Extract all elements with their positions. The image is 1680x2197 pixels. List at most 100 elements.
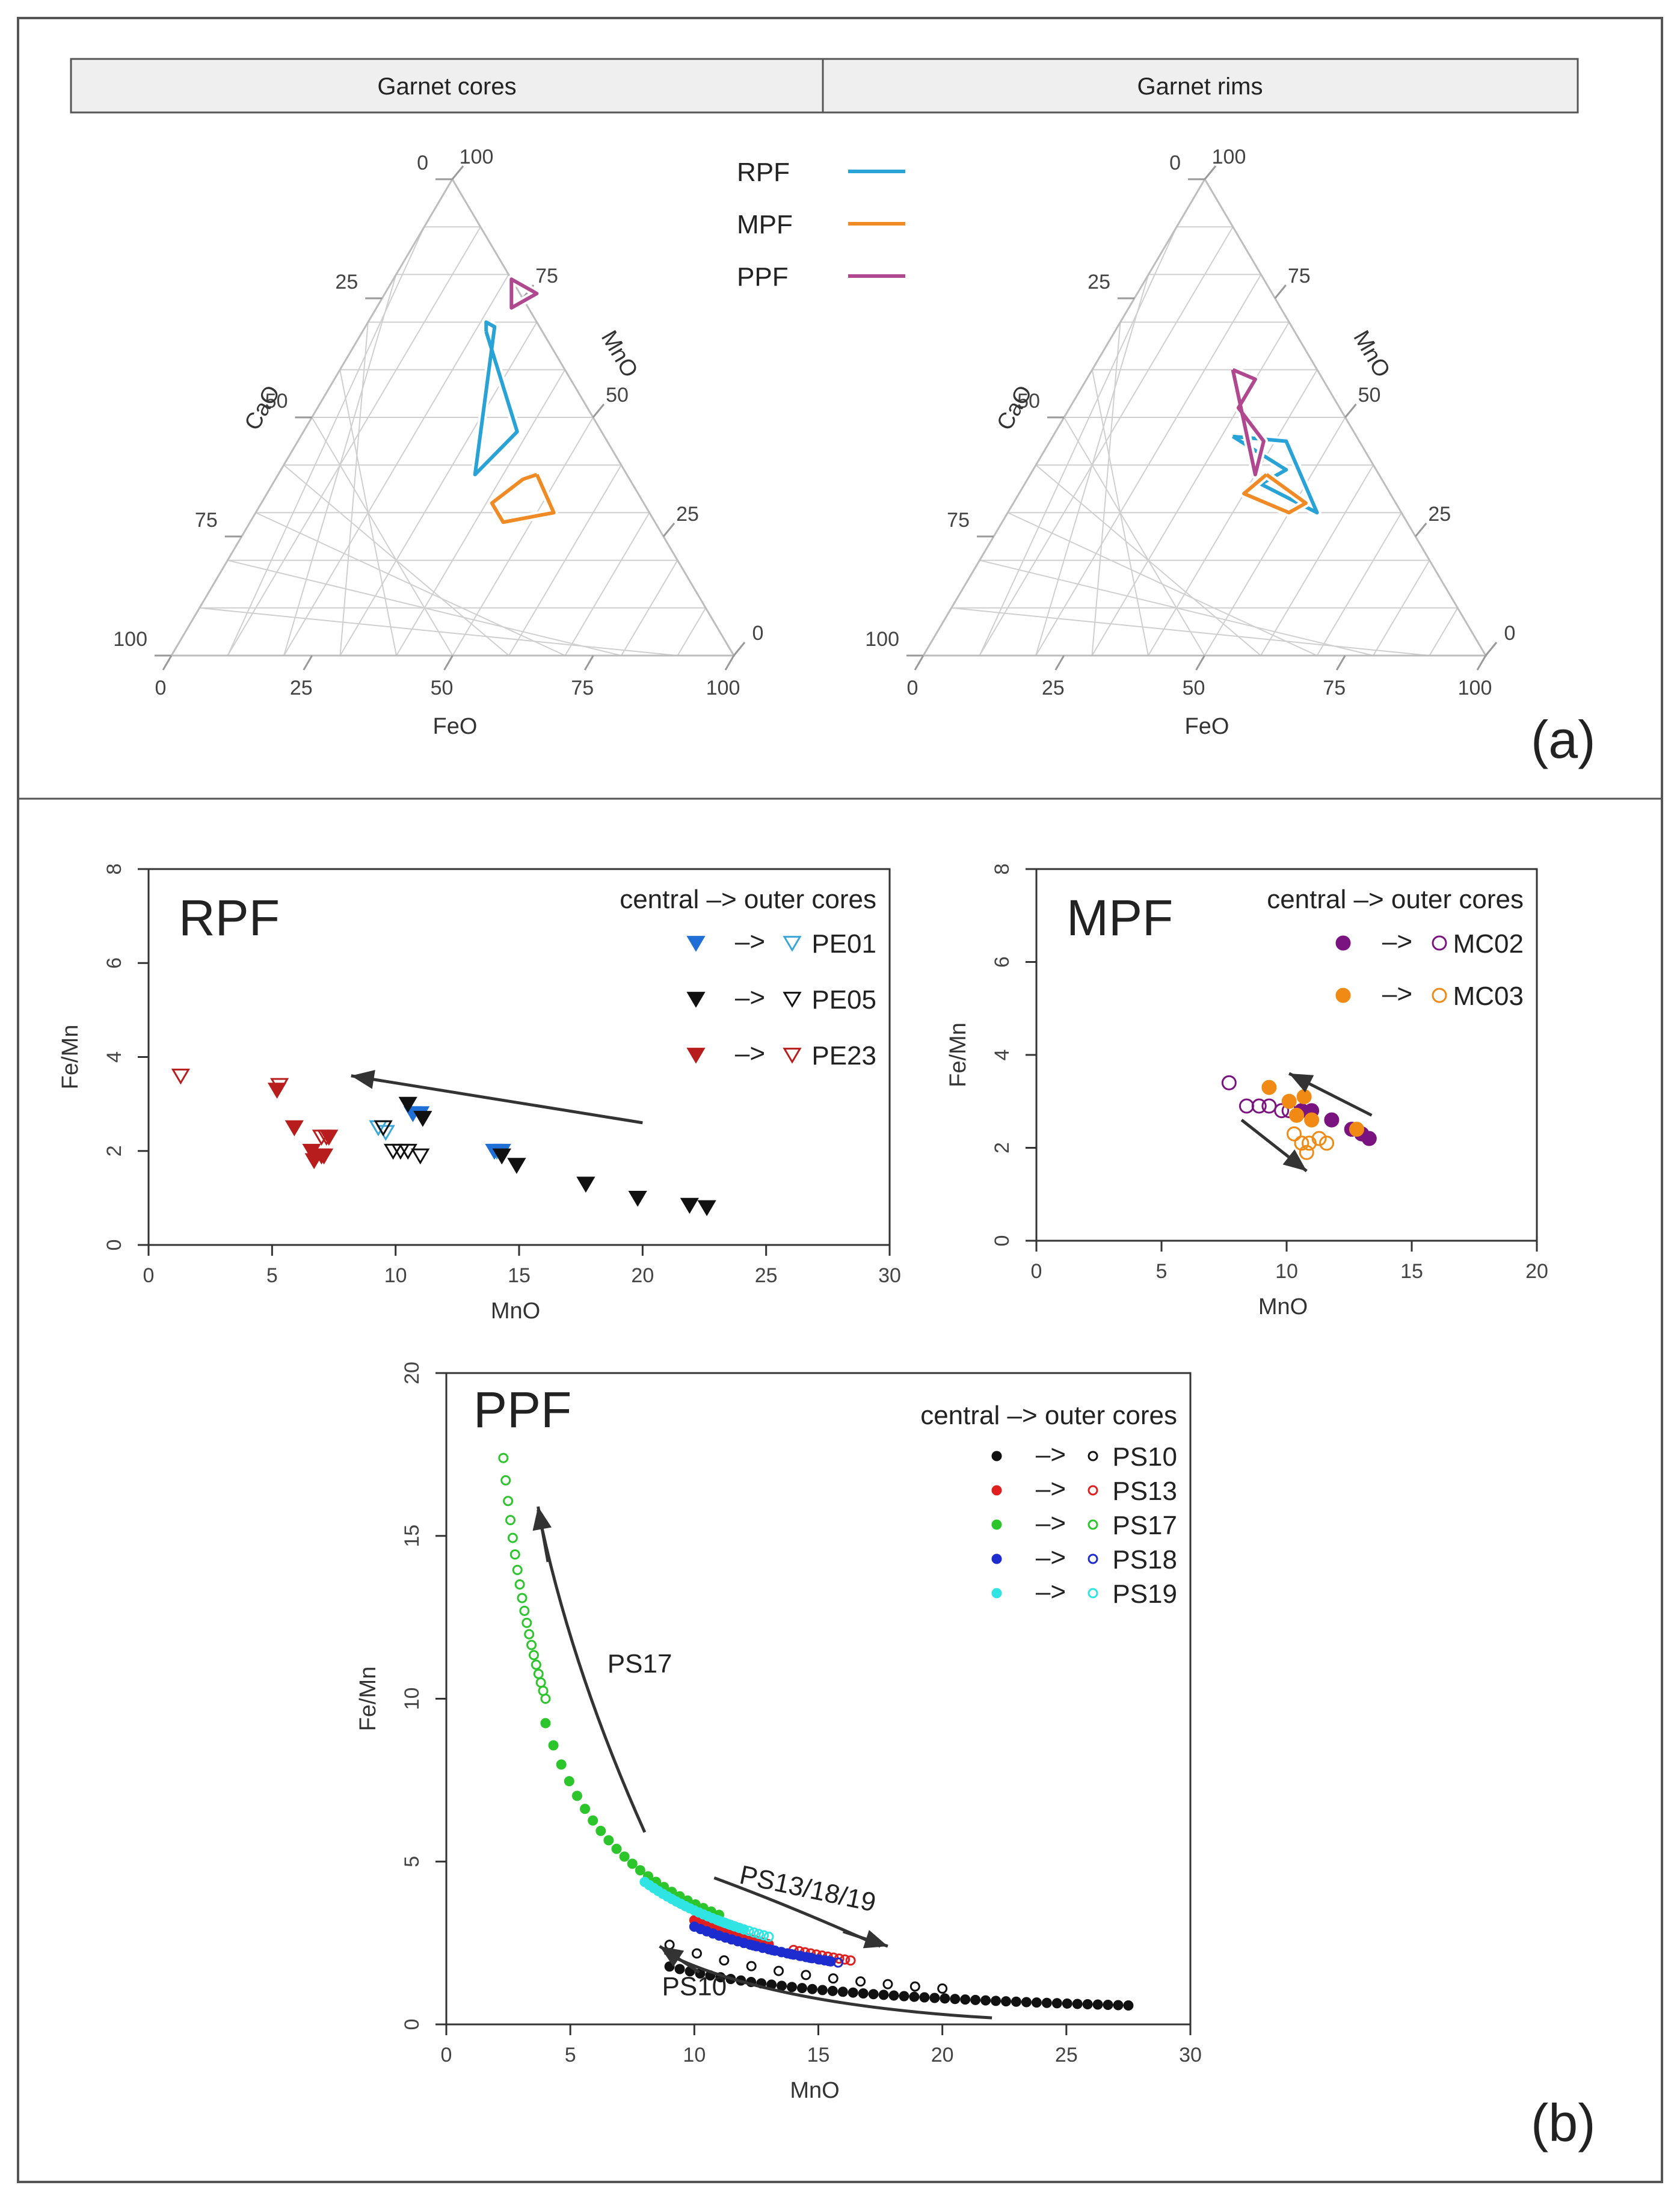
point-central-ps10: [817, 1985, 828, 1996]
right-tick-label: 25: [676, 503, 699, 526]
legend-label-pe01: PE01: [811, 929, 876, 959]
legend-label-ps18: PS18: [1112, 1545, 1177, 1575]
x-tick-label: 5: [1156, 1260, 1168, 1283]
point-central-mc03: [1289, 1107, 1305, 1123]
point-central-ps10: [929, 1993, 940, 2003]
plot-title: PPF: [473, 1381, 571, 1438]
y-tick-label: 0: [401, 2019, 423, 2030]
point-outer-ps18: [823, 1956, 834, 1967]
point-outer-ps10: [937, 1983, 948, 1994]
legend-marker-central-pe01: [686, 936, 706, 952]
point-central-pe05: [507, 1158, 526, 1174]
outline-ppf: [509, 277, 539, 310]
legend-marker-central-ps19: [991, 1588, 1002, 1599]
legend-arrow-text: –>: [1036, 1440, 1066, 1469]
point-outer-ps18: [757, 1943, 768, 1953]
left-tick-label: 100: [113, 628, 147, 651]
point-central-ps10: [827, 1985, 838, 1996]
right-tick: [733, 642, 746, 656]
bottom-tick: [162, 655, 173, 671]
point-outer-ps17: [512, 1564, 523, 1575]
bottom-tick-label: 100: [1458, 677, 1492, 699]
right-tick-label: 0: [752, 622, 764, 645]
legend-marker-central-ps13: [991, 1485, 1002, 1496]
point-central-ps10: [674, 1964, 685, 1974]
y-tick-label: 6: [991, 956, 1014, 968]
legend-label-ppf: PPF: [737, 262, 789, 292]
point-outer-ps17: [500, 1475, 511, 1486]
point-central-ps10: [807, 1983, 817, 1994]
outer-frame: [17, 17, 1663, 2183]
right-tick: [1274, 284, 1287, 299]
point-central-ps10: [1113, 2000, 1124, 2011]
x-tick-label: 5: [565, 2044, 576, 2066]
point-central-ps10: [1021, 1997, 1032, 2008]
legend-label-mc02: MC02: [1453, 929, 1524, 959]
point-central-ps10: [1082, 1999, 1093, 2009]
point-outer-ps18: [739, 1938, 749, 1949]
y-tick-label: 0: [991, 1235, 1014, 1247]
point-outer-ps17: [531, 1659, 541, 1670]
grid-line: [311, 417, 454, 656]
point-outer-ps19: [739, 1924, 749, 1935]
x-tick-label: 10: [683, 2044, 706, 2066]
grid-line: [564, 512, 650, 656]
left-tick-label: 100: [865, 628, 899, 651]
grid-line: [199, 607, 678, 656]
point-central-ps10: [1041, 1997, 1052, 2008]
axis-title-mno: MnO: [1348, 327, 1395, 382]
bottom-tick-label: 100: [706, 677, 740, 699]
point-central-ps10: [878, 1990, 889, 2000]
legend-arrow-text: –>: [1036, 1543, 1066, 1572]
point-outer-ps10: [855, 1976, 866, 1987]
bottom-tick: [1054, 655, 1065, 671]
left-tick-label: 75: [947, 509, 970, 532]
grid-line: [1260, 464, 1374, 656]
scatter-mpf: 0 5 10 15 20 0 2 4 6 8 MnO Fe/Mn MPF central –> outer…: [946, 864, 1548, 1320]
right-tick-label: 50: [1358, 384, 1381, 407]
left-tick-label: 25: [335, 271, 358, 293]
x-tick-label: 0: [143, 1264, 155, 1287]
point-outer-ps10: [774, 1965, 784, 1976]
point-central-pe05: [576, 1176, 595, 1193]
point-outer-ps17: [503, 1496, 514, 1507]
bottom-tick-label: 0: [155, 677, 167, 699]
left-tick-label: 0: [417, 152, 428, 174]
axis-title-mno: MnO: [596, 327, 643, 382]
point-central-ps10: [980, 1995, 991, 2006]
grid-line: [1204, 417, 1346, 656]
point-central-ps17: [556, 1759, 567, 1770]
point-outer-ps18: [832, 1957, 843, 1968]
y-tick-label: 8: [103, 864, 126, 875]
legend-label-mpf: MPF: [737, 210, 793, 239]
x-tick-label: 30: [878, 1264, 901, 1287]
y-tick-label: 5: [401, 1856, 423, 1867]
y-tick-label: 15: [401, 1525, 423, 1547]
point-outer-mc02: [1238, 1098, 1254, 1114]
point-outer-ps17: [533, 1668, 544, 1679]
x-tick-label: 10: [384, 1264, 407, 1287]
legend-marker-central-pe23: [686, 1048, 706, 1064]
grid-line: [227, 226, 481, 656]
legend-marker-outer-ps19: [1088, 1588, 1098, 1599]
point-central-pe23: [319, 1129, 339, 1146]
legend-marker-central-pe05: [686, 992, 706, 1008]
legend-label-ps13: PS13: [1112, 1476, 1177, 1506]
x-axis-title: MnO: [1258, 1294, 1308, 1320]
point-outer-mc03: [1319, 1135, 1335, 1151]
point-central-ps10: [858, 1988, 869, 1999]
y-tick-label: 4: [991, 1049, 1014, 1061]
y-tick-label: 6: [103, 957, 126, 969]
x-tick-label: 20: [631, 1264, 654, 1287]
point-central-pe05: [628, 1190, 647, 1207]
legend-label-pe05: PE05: [811, 985, 876, 1015]
point-central-ps17: [564, 1776, 574, 1787]
bottom-tick-label: 75: [571, 677, 594, 699]
point-central-ps10: [1062, 1998, 1072, 2009]
point-outer-ps10: [882, 1979, 893, 1990]
bottom-tick: [914, 655, 925, 671]
x-tick-label: 15: [1400, 1260, 1423, 1283]
point-central-ps10: [899, 1991, 909, 2002]
y-tick-label: 8: [991, 864, 1014, 875]
point-outer-ps19: [728, 1921, 739, 1932]
